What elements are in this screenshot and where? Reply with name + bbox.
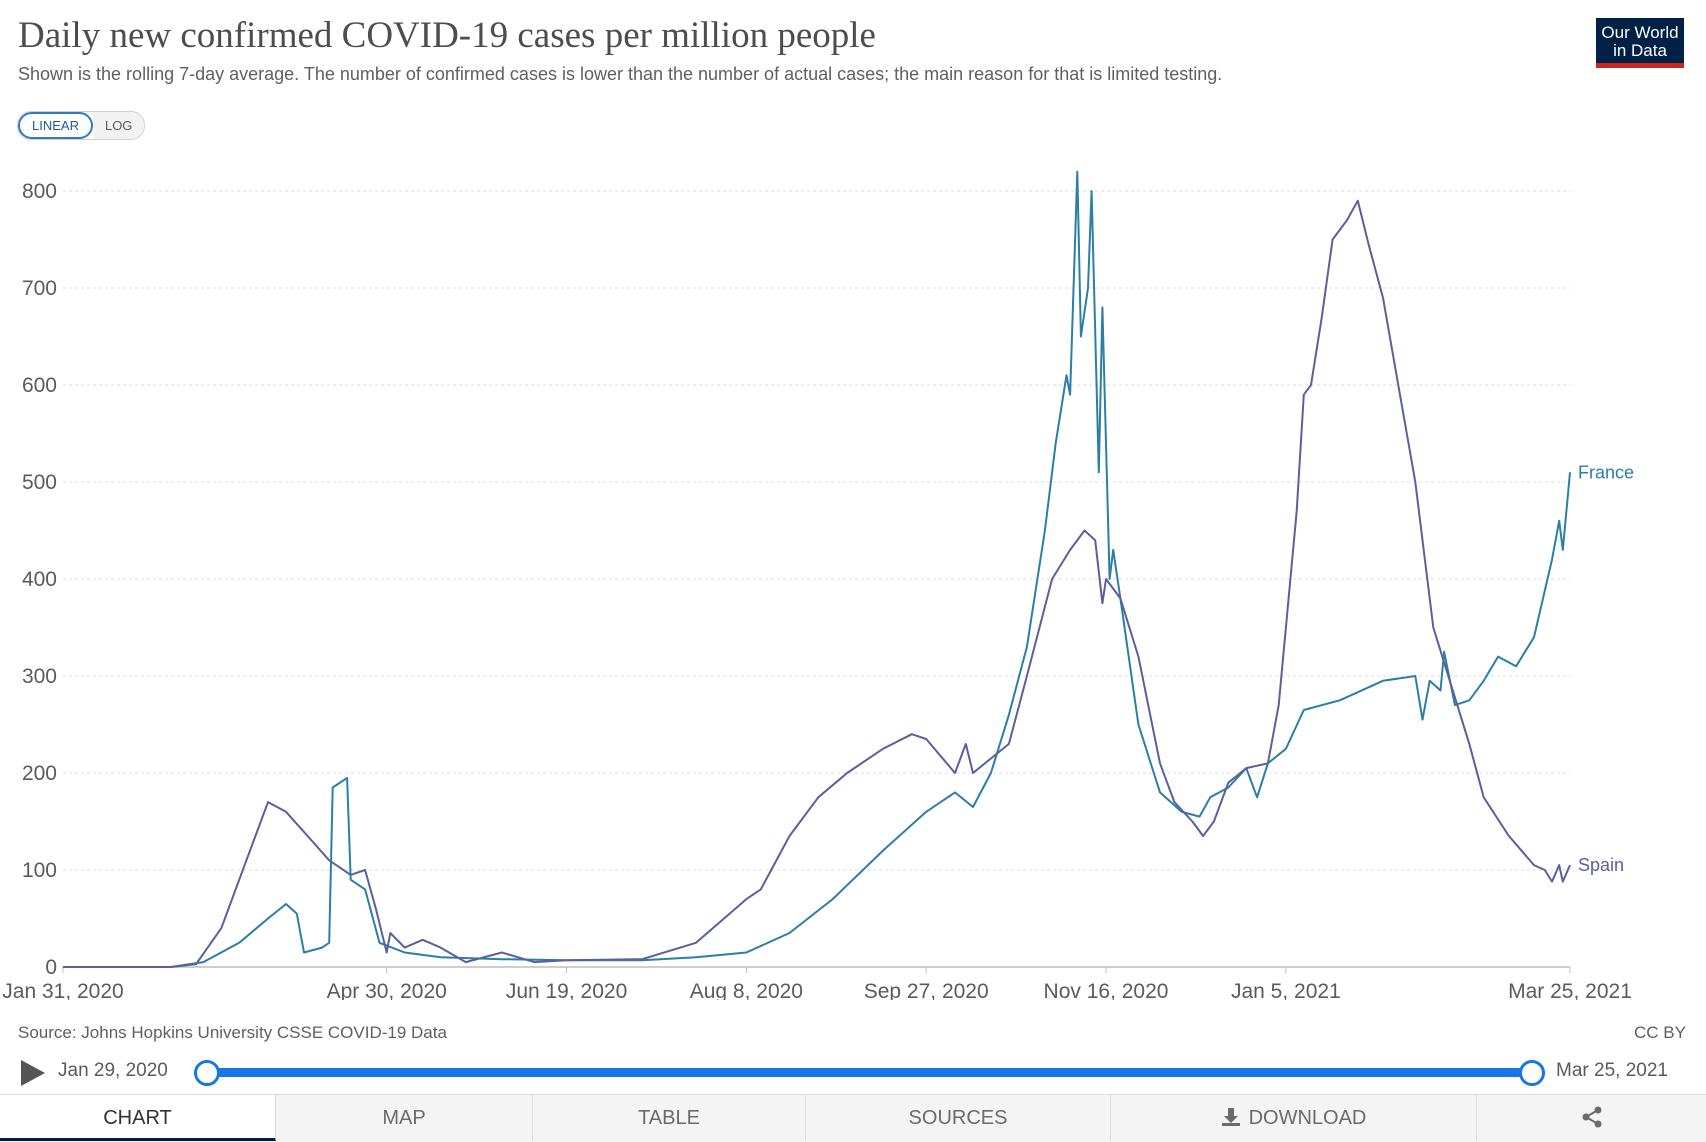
x-tick-label: Sep 27, 2020 <box>864 980 989 1000</box>
tab-map[interactable]: MAP <box>276 1095 533 1141</box>
series-line-france <box>63 170 1571 968</box>
tab-download[interactable]: DOWNLOAD <box>1111 1095 1477 1141</box>
x-tick-label: Jun 19, 2020 <box>506 980 627 1000</box>
series-label-france: France <box>1578 462 1634 482</box>
x-tick-label: Jan 31, 2020 <box>2 980 123 1000</box>
chart-subtitle: Shown is the rolling 7-day average. The … <box>18 64 1223 84</box>
download-icon <box>1221 1108 1240 1126</box>
chart-title: Daily new confirmed COVID-19 cases per m… <box>18 15 876 56</box>
log-scale-button[interactable]: LOG <box>92 112 145 139</box>
x-tick-label: Nov 16, 2020 <box>1044 980 1169 1000</box>
timeline-start-label: Jan 29, 2020 <box>58 1060 168 1081</box>
y-tick-label: 700 <box>22 277 57 300</box>
y-axis: 0 100 200 300 400 500 600 700 800 <box>22 180 57 979</box>
series-line-spain <box>63 199 1571 968</box>
timeline-end-handle[interactable] <box>1519 1060 1545 1086</box>
x-axis: Jan 31, 2020 Apr 30, 2020 Jun 19, 2020 Aug … <box>2 967 1632 1000</box>
license-link[interactable]: CC BY <box>1634 1023 1686 1042</box>
scale-toggle: LINEAR LOG <box>17 111 146 140</box>
series-labels: France Spain <box>1578 462 1634 875</box>
series-label-spain: Spain <box>1578 855 1624 875</box>
linear-scale-button[interactable]: LINEAR <box>18 112 93 139</box>
y-tick-label: 200 <box>22 762 57 785</box>
timeline-track[interactable] <box>206 1068 1532 1077</box>
logo-line-2: in Data <box>1613 41 1667 60</box>
x-tick-label: Apr 30, 2020 <box>327 980 447 1000</box>
y-tick-label: 600 <box>22 374 57 397</box>
tab-bar: CHART MAP TABLE SOURCES DOWNLOAD <box>0 1094 1706 1142</box>
owid-logo[interactable]: Our World in Data <box>1596 18 1684 68</box>
logo-line-1: Our World <box>1601 23 1679 42</box>
download-label: DOWNLOAD <box>1248 1107 1367 1129</box>
source-note: Source: Johns Hopkins University CSSE CO… <box>18 1023 447 1042</box>
x-tick-label: Aug 8, 2020 <box>690 980 803 1000</box>
y-tick-label: 300 <box>22 665 57 688</box>
y-tick-label: 500 <box>22 471 57 494</box>
tab-chart[interactable]: CHART <box>0 1095 276 1141</box>
series-lines <box>63 170 1571 968</box>
share-icon <box>1582 1106 1601 1128</box>
tab-share[interactable] <box>1477 1095 1706 1141</box>
y-tick-label: 0 <box>45 956 57 979</box>
x-tick-label: Jan 5, 2021 <box>1231 980 1341 1000</box>
y-tick-label: 400 <box>22 568 57 591</box>
y-tick-label: 100 <box>22 859 57 882</box>
play-button[interactable] <box>21 1060 45 1086</box>
line-chart: 0 100 200 300 400 500 600 700 800 Jan 31, 2020 Ap… <box>2 170 1634 1000</box>
x-tick-label: Mar 25, 2021 <box>1508 980 1632 1000</box>
timeline-end-label: Mar 25, 2021 <box>1556 1060 1668 1081</box>
tab-table[interactable]: TABLE <box>533 1095 806 1141</box>
tab-sources[interactable]: SOURCES <box>806 1095 1111 1141</box>
gridlines <box>63 190 1570 968</box>
y-tick-label: 800 <box>22 180 57 203</box>
timeline-start-handle[interactable] <box>194 1060 220 1086</box>
